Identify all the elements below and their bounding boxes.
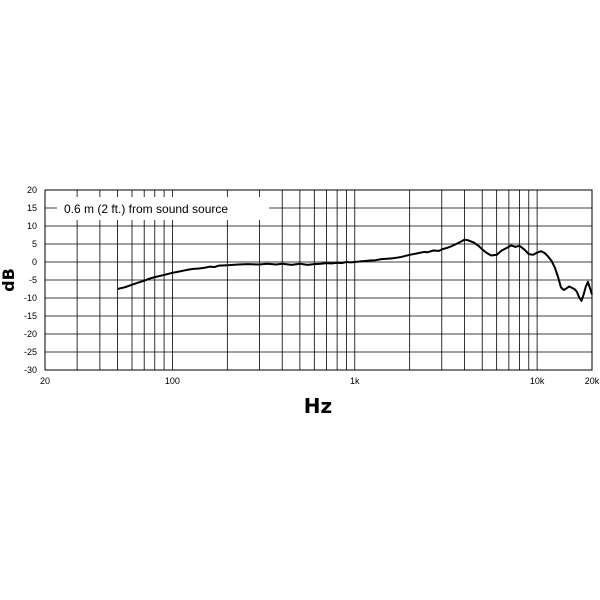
x-axis-label: Hz [304, 394, 332, 418]
annotation-box: 0.6 m (2 ft.) from sound source [57, 197, 269, 220]
y-tick-label: 10 [27, 221, 37, 231]
y-tick-label: 20 [27, 185, 37, 195]
y-tick-label: -15 [24, 311, 37, 321]
y-tick-label: 15 [27, 203, 37, 213]
annotation-label: 0.6 m (2 ft.) from sound source [64, 202, 228, 216]
x-tick-label: 20 [40, 376, 50, 386]
x-tick-label: 100 [165, 376, 180, 386]
y-tick-label: -20 [24, 329, 37, 339]
y-tick-label: -25 [24, 347, 37, 357]
y-tick-labels: 20 15 10 5 0 -5 -10 -15 -20 -25 -30 [24, 185, 37, 375]
plot-frame [44, 189, 593, 371]
x-tick-label: 10k [530, 376, 545, 386]
y-axis-label: dB [0, 268, 18, 292]
y-tick-label: -5 [29, 275, 37, 285]
x-tick-labels: 20 100 1k 10k 20k [40, 376, 600, 386]
y-tick-label: 5 [32, 239, 37, 249]
y-tick-label: 0 [32, 257, 37, 267]
x-tick-label: 1k [350, 376, 360, 386]
response-curve [117, 238, 593, 302]
y-tick-label: -30 [24, 365, 37, 375]
y-tick-label: -10 [24, 293, 37, 303]
x-tick-label: 20k [585, 376, 600, 386]
